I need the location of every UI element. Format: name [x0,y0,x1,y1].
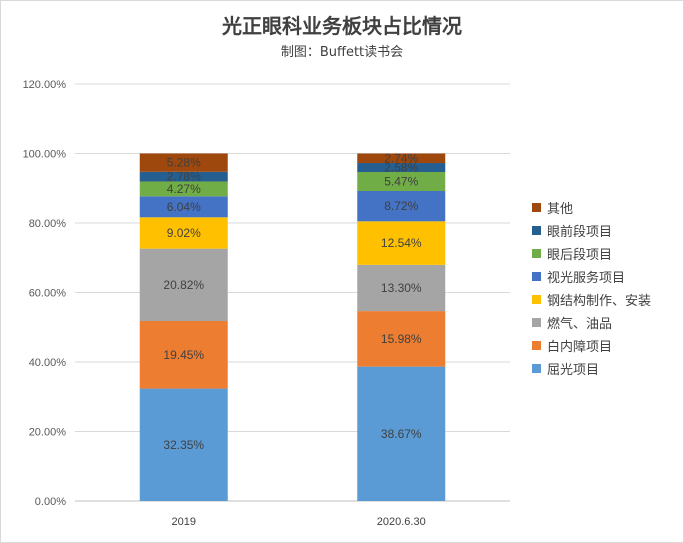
legend-label: 视光服务项目 [547,271,626,286]
legend-item: 其他 [532,196,682,219]
bar-segment [139,320,228,389]
data-label: 13.30% [381,281,422,295]
data-label: 2.74% [384,151,418,165]
legend-swatch [532,341,541,350]
bar-segment [357,221,446,265]
chart-subtitle: 制图：Buffett读书会 [280,45,404,60]
legend-swatch [532,249,541,258]
data-label: 2.78% [167,170,201,184]
bar-segment [357,366,446,501]
x-tick-label: 2020.6.30 [377,516,426,528]
data-label: 15.98% [381,332,422,346]
y-tick-label: 60.00% [29,288,67,300]
bar-series [139,153,446,501]
legend-swatch [532,203,541,212]
bar-segment [357,171,446,191]
legend-item: 视光服务项目 [532,265,682,288]
data-label: 4.27% [167,182,201,196]
legend-label: 白内障项目 [547,340,613,355]
legend-swatch [532,226,541,235]
bar-segment [357,163,446,172]
data-label: 2.58% [384,161,418,175]
legend-item: 眼后段项目 [532,242,682,265]
data-label: 32.35% [163,438,204,452]
legend-swatch [532,272,541,281]
y-tick-label: 120.00% [23,79,67,91]
y-tick-label: 0.00% [35,496,66,508]
data-label: 6.04% [167,200,201,214]
legend-label: 屈光项目 [547,363,600,378]
bar-segment [139,171,228,182]
legend-label: 眼后段项目 [547,248,613,263]
legend: 其他眼前段项目眼后段项目视光服务项目钢结构制作、安装 燃气、油品白内障项目屈光项目 [532,196,682,380]
data-label: 5.28% [167,156,201,170]
legend-swatch [532,318,541,327]
y-axis: 0.00% 20.00% 40.00% 60.00% 80.00% 100.00% 120.… [23,79,67,508]
bar-segment [139,181,228,197]
bar-segment [357,311,446,367]
bar-segment [357,190,446,222]
legend-label: 其他 [547,202,574,217]
x-tick-label: 2019 [172,516,196,528]
data-label: 9.02% [167,226,201,240]
y-tick-label: 20.00% [29,427,67,439]
bar-segment [357,264,446,312]
bar-segment [139,217,228,249]
legend-label: 钢结构制作、安装 [547,294,652,309]
legend-swatch [532,295,541,304]
bar-segment [139,196,228,218]
data-label: 19.45% [163,348,204,362]
legend-swatch [532,364,541,373]
bar-segment [139,153,228,172]
legend-label: 眼前段项目 [547,225,613,240]
legend-item: 屈光项目 [532,357,682,380]
legend-item: 眼前段项目 [532,219,682,242]
legend-item: 燃气、油品 [532,311,682,334]
data-label: 8.72% [384,199,418,213]
bar-segment [139,388,228,501]
legend-item: 钢结构制作、安装 [532,288,682,311]
data-labels: 32.35%19.45%20.82%9.02%6.04%4.27%2.78%5.… [163,151,422,452]
x-axis: 2019 2020.6.30 [172,516,426,528]
legend-item: 白内障项目 [532,334,682,357]
data-label: 38.67% [381,427,422,441]
chart-title: 光正眼科业务板块占比情况 [222,14,462,38]
y-tick-label: 80.00% [29,218,67,230]
data-label: 12.54% [381,236,422,250]
data-label: 5.47% [384,174,418,188]
y-tick-label: 40.00% [29,357,67,369]
bar-segment [139,248,228,321]
bar-segment [357,153,446,164]
legend-label: 燃气、油品 [547,317,613,332]
y-tick-label: 100.00% [23,149,67,161]
data-label: 20.82% [163,278,204,292]
